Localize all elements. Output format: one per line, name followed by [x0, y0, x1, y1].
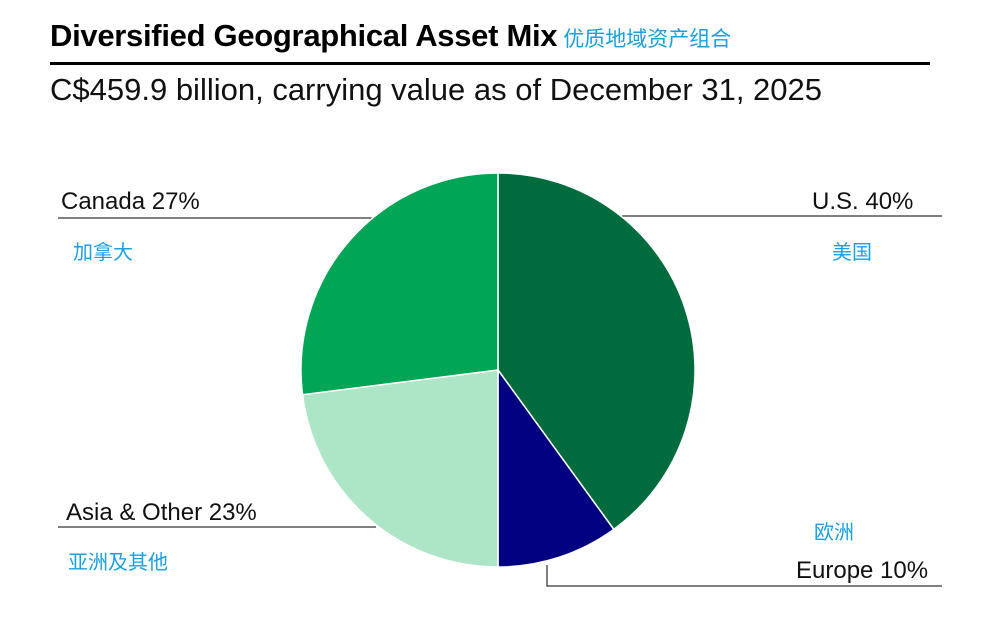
- slice-label-canada: Canada 27%: [61, 188, 200, 215]
- pie-slice-asia-other: [301, 369, 499, 568]
- chart-title-cn: 优质地域资产组合: [563, 27, 732, 51]
- pie-slice-u-s: [497, 172, 696, 531]
- slice-label-asia: Asia & Other 23%: [66, 499, 257, 526]
- pie-slice-canada: [300, 172, 499, 396]
- title-divider: [50, 62, 930, 65]
- slice-label-canada-cn: 加拿大: [73, 240, 133, 264]
- pie-slices: [300, 172, 696, 568]
- pie-slice-europe: [497, 367, 615, 568]
- slice-label-europe-cn: 欧洲: [814, 520, 854, 544]
- slice-label-asia-cn: 亚洲及其他: [68, 550, 168, 574]
- slice-label-us-cn: 美国: [832, 240, 872, 264]
- slice-label-europe: Europe 10%: [796, 557, 929, 584]
- chart-title: Diversified Geographical Asset Mix: [50, 18, 558, 53]
- leader-lines: [58, 215, 942, 587]
- leader-line-europe: [546, 565, 942, 587]
- chart-subtitle: C$459.9 billion, carrying value as of De…: [50, 72, 823, 107]
- slice-label-us: U.S. 40%: [812, 188, 914, 215]
- chart-title-row: Diversified Geographical Asset Mix 优质地域资产…: [50, 18, 731, 54]
